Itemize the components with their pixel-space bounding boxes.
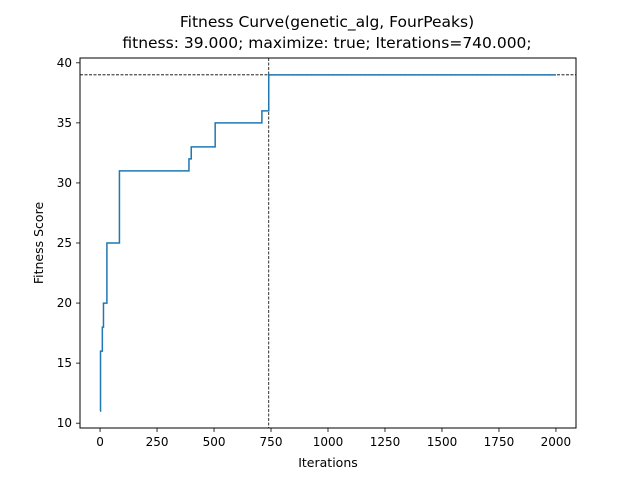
y-tick-label: 35: [57, 116, 72, 130]
y-axis-ticks: 10 15 20 25 30 35 40: [57, 56, 80, 430]
chart-subtitle: fitness: 39.000; maximize: true; Iterati…: [122, 34, 531, 52]
reference-lines: [80, 58, 576, 428]
x-tick-label: 1750: [484, 435, 515, 449]
fitness-series-line: [99, 74, 556, 412]
y-tick-label: 15: [57, 356, 72, 370]
x-tick-label: 250: [146, 435, 169, 449]
x-tick-label: 2000: [541, 435, 572, 449]
y-tick-label: 25: [57, 236, 72, 250]
chart-title: Fitness Curve(genetic_alg, FourPeaks): [180, 13, 474, 32]
x-tick-label: 500: [203, 435, 226, 449]
x-tick-label: 1000: [313, 435, 344, 449]
x-tick-label: 750: [260, 435, 283, 449]
x-axis-label: Iterations: [298, 455, 358, 470]
x-tick-label: 1250: [370, 435, 401, 449]
y-axis-label: Fitness Score: [31, 202, 46, 285]
x-axis-ticks: 0 250 500 750 1000 1250 1500 1750 2000: [96, 428, 571, 449]
plot-frame: [79, 57, 577, 429]
y-tick-label: 20: [57, 296, 72, 310]
y-tick-label: 10: [57, 416, 72, 430]
x-tick-label: 1500: [427, 435, 458, 449]
series-group: [99, 74, 556, 412]
x-tick-label: 0: [96, 435, 104, 449]
y-tick-label: 40: [57, 56, 72, 70]
y-tick-label: 30: [57, 176, 72, 190]
